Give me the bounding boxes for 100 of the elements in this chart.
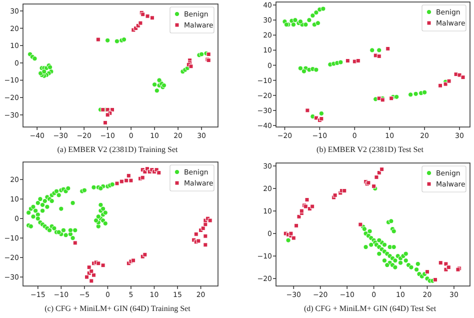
point [303, 22, 308, 28]
point [128, 178, 134, 183]
point [138, 20, 143, 26]
point [408, 264, 414, 270]
point [105, 38, 110, 43]
point [145, 14, 150, 18]
point [89, 278, 94, 284]
point [298, 66, 304, 71]
point [387, 244, 392, 250]
point [301, 68, 307, 74]
point [368, 242, 374, 248]
point [372, 184, 376, 188]
text: (a) EMBER V2 (2381D) Training Set [57, 145, 179, 154]
point [188, 64, 194, 69]
point [391, 244, 396, 250]
point [203, 242, 208, 248]
point [376, 238, 382, 243]
point [352, 59, 357, 64]
point [290, 22, 296, 28]
point [382, 242, 388, 248]
point [89, 268, 94, 274]
point [100, 263, 106, 268]
text: (b) EMBER V2 (2381D) Test Set [316, 145, 424, 154]
point [154, 88, 160, 94]
point [392, 258, 398, 264]
point [388, 218, 394, 224]
point [363, 244, 368, 250]
point [314, 67, 319, 72]
point [392, 264, 398, 270]
point [315, 20, 320, 26]
point [196, 238, 201, 244]
point [318, 110, 324, 116]
point [152, 82, 158, 88]
point [142, 252, 148, 257]
point [286, 238, 291, 243]
point [446, 78, 452, 84]
point [457, 72, 462, 78]
point [102, 120, 108, 125]
point [72, 240, 78, 246]
point [119, 179, 124, 184]
point [208, 218, 212, 223]
point [199, 52, 204, 57]
point [403, 258, 408, 264]
point [294, 223, 299, 228]
point [422, 90, 428, 95]
point [96, 261, 101, 266]
point [314, 10, 319, 16]
point [206, 52, 211, 56]
point [382, 258, 388, 264]
point [150, 16, 154, 20]
point [358, 222, 363, 227]
point [91, 272, 96, 278]
point [291, 236, 296, 240]
point [126, 173, 131, 178]
point [86, 265, 92, 270]
point [424, 270, 430, 274]
point [84, 274, 90, 280]
point [408, 92, 414, 98]
point [460, 75, 466, 80]
point [32, 56, 38, 62]
point [345, 58, 350, 63]
point [376, 54, 382, 58]
point [370, 48, 375, 53]
point [114, 181, 120, 186]
point [438, 260, 443, 266]
point [305, 108, 310, 113]
point [105, 112, 110, 118]
point [376, 170, 382, 175]
point [384, 262, 390, 268]
text: (c) CFG + MiniLM+ GIN (64D) Training Set [44, 304, 192, 313]
point [292, 18, 298, 23]
point [114, 38, 120, 44]
point [443, 82, 448, 86]
point [156, 170, 162, 175]
point [373, 53, 378, 58]
point [194, 232, 198, 236]
point [394, 94, 400, 100]
point [100, 107, 106, 112]
point [296, 214, 302, 219]
point [391, 228, 396, 234]
point [367, 228, 372, 234]
point [288, 231, 294, 236]
point [374, 174, 379, 180]
point [362, 226, 367, 232]
point [415, 261, 420, 266]
point [438, 83, 443, 88]
point [304, 197, 310, 202]
point [131, 258, 136, 263]
point [310, 204, 315, 209]
point [332, 192, 338, 198]
point [413, 91, 418, 96]
point [398, 260, 404, 266]
point [446, 265, 451, 270]
point [376, 251, 382, 256]
point [356, 58, 360, 63]
point [203, 234, 208, 238]
point [380, 167, 384, 172]
point [310, 13, 316, 18]
point [403, 251, 408, 256]
point [414, 267, 420, 272]
